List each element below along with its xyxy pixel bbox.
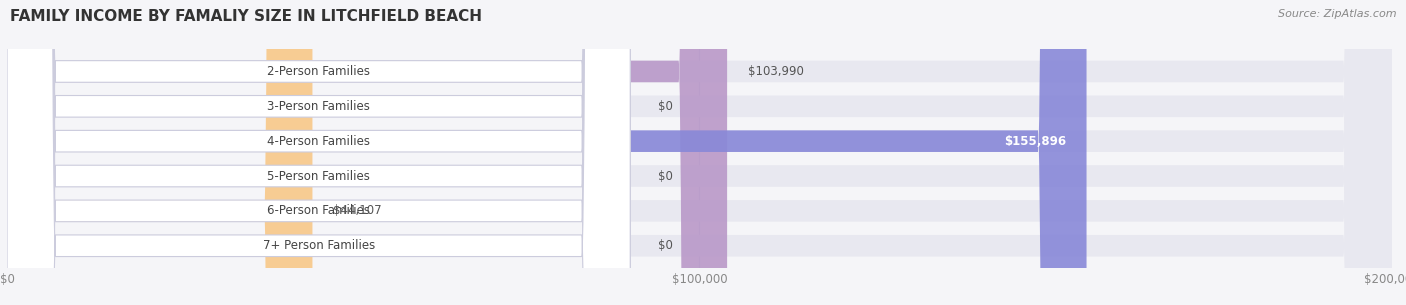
FancyBboxPatch shape: [7, 0, 630, 305]
Text: $0: $0: [658, 170, 673, 182]
FancyBboxPatch shape: [7, 0, 727, 305]
Text: $103,990: $103,990: [748, 65, 804, 78]
FancyBboxPatch shape: [7, 0, 630, 305]
FancyBboxPatch shape: [7, 0, 1392, 305]
Text: 7+ Person Families: 7+ Person Families: [263, 239, 375, 252]
Text: Source: ZipAtlas.com: Source: ZipAtlas.com: [1278, 9, 1396, 19]
FancyBboxPatch shape: [7, 0, 1392, 305]
FancyBboxPatch shape: [7, 0, 630, 305]
FancyBboxPatch shape: [7, 0, 630, 305]
FancyBboxPatch shape: [7, 0, 312, 305]
FancyBboxPatch shape: [7, 0, 630, 305]
Text: FAMILY INCOME BY FAMALIY SIZE IN LITCHFIELD BEACH: FAMILY INCOME BY FAMALIY SIZE IN LITCHFI…: [10, 9, 482, 24]
Text: $44,107: $44,107: [333, 204, 382, 217]
Text: 4-Person Families: 4-Person Families: [267, 135, 370, 148]
FancyBboxPatch shape: [7, 0, 630, 305]
Text: 2-Person Families: 2-Person Families: [267, 65, 370, 78]
FancyBboxPatch shape: [7, 0, 1392, 305]
Text: 5-Person Families: 5-Person Families: [267, 170, 370, 182]
Text: $155,896: $155,896: [1004, 135, 1066, 148]
FancyBboxPatch shape: [7, 0, 1392, 305]
Text: $0: $0: [658, 239, 673, 252]
FancyBboxPatch shape: [7, 0, 1392, 305]
Text: 6-Person Families: 6-Person Families: [267, 204, 370, 217]
FancyBboxPatch shape: [7, 0, 1087, 305]
Text: $0: $0: [658, 100, 673, 113]
FancyBboxPatch shape: [7, 0, 1392, 305]
Text: 3-Person Families: 3-Person Families: [267, 100, 370, 113]
